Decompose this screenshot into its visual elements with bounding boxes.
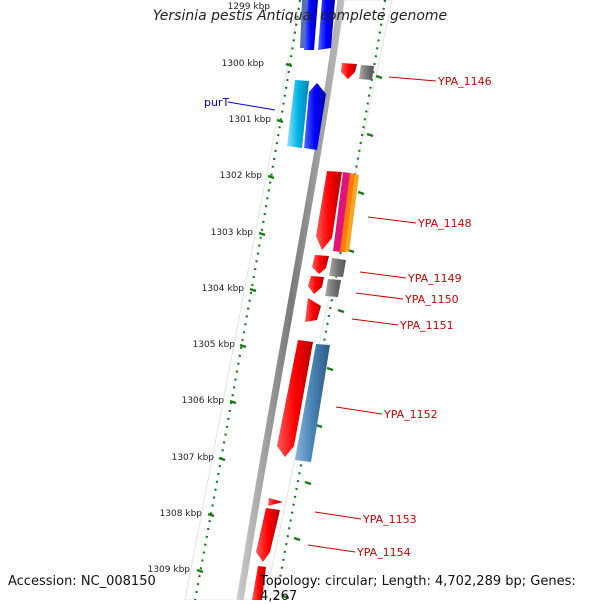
gene-feature[interactable]: [340, 173, 355, 252]
gene-label-ypa-1152[interactable]: YPA_1152: [383, 408, 438, 421]
gene-labels: purT YPA_1146 YPA_1148 YPA_1149 YPA_1150…: [204, 75, 492, 559]
genes: [252, 0, 374, 600]
gene-label-ypa-1146[interactable]: YPA_1146: [437, 75, 492, 88]
gene-feature[interactable]: [308, 276, 324, 294]
tick-label: 1302 kbp: [220, 171, 263, 181]
tick-label: 1307 kbp: [172, 453, 215, 463]
gene-feature[interactable]: [312, 255, 329, 274]
gene-feature[interactable]: [304, 83, 326, 150]
tick-label: 1308 kbp: [160, 509, 203, 519]
gene-feature[interactable]: [333, 172, 350, 252]
gene-feature[interactable]: [295, 344, 330, 462]
gene-feature[interactable]: [277, 340, 313, 457]
tick-label: 1305 kbp: [193, 340, 236, 350]
gene-feature[interactable]: [287, 80, 309, 148]
accession-label: Accession: NC_008150: [8, 574, 156, 589]
tick-label: 1306 kbp: [182, 396, 225, 406]
gene-feature[interactable]: [256, 508, 280, 562]
tick-labels: 1299 kbp 1300 kbp 1301 kbp 1302 kbp 1303…: [148, 2, 272, 575]
gene-feature[interactable]: [318, 0, 335, 50]
tick-label: 1309 kbp: [148, 565, 191, 575]
genome-title: Yersinia pestis Antiqua, complete genome: [152, 8, 448, 24]
gene-feature[interactable]: [316, 171, 342, 250]
gene-label-ypa-1151[interactable]: YPA_1151: [399, 319, 454, 332]
gene-label-ypa-1153[interactable]: YPA_1153: [362, 513, 417, 526]
gene-label-purT[interactable]: purT: [204, 96, 229, 109]
tick-label: 1300 kbp: [222, 59, 265, 69]
tick-label: 1299 kbp: [228, 2, 271, 12]
gene-label-ypa-1154[interactable]: YPA_1154: [356, 546, 411, 559]
gene-feature[interactable]: [329, 258, 346, 277]
gene-label-ypa-1150[interactable]: YPA_1150: [404, 293, 459, 306]
gene-feature[interactable]: [304, 0, 318, 50]
tick-label: 1301 kbp: [229, 115, 272, 125]
gene-feature[interactable]: [305, 298, 321, 322]
gene-feature[interactable]: [325, 279, 341, 297]
gene-feature[interactable]: [345, 174, 359, 252]
ruler-ticks: [196, 62, 383, 600]
gene-feature[interactable]: [268, 498, 283, 506]
tick-label: 1304 kbp: [202, 284, 245, 294]
gene-label-ypa-1148[interactable]: YPA_1148: [417, 217, 472, 230]
tick-label: 1303 kbp: [211, 228, 254, 238]
gene-feature[interactable]: [359, 65, 374, 80]
gene-label-ypa-1149[interactable]: YPA_1149: [407, 272, 462, 285]
gene-feature[interactable]: [341, 63, 357, 79]
gene-feature[interactable]: [252, 566, 266, 600]
genome-backbone: [236, 0, 345, 600]
leader-lines: [227, 76, 437, 553]
